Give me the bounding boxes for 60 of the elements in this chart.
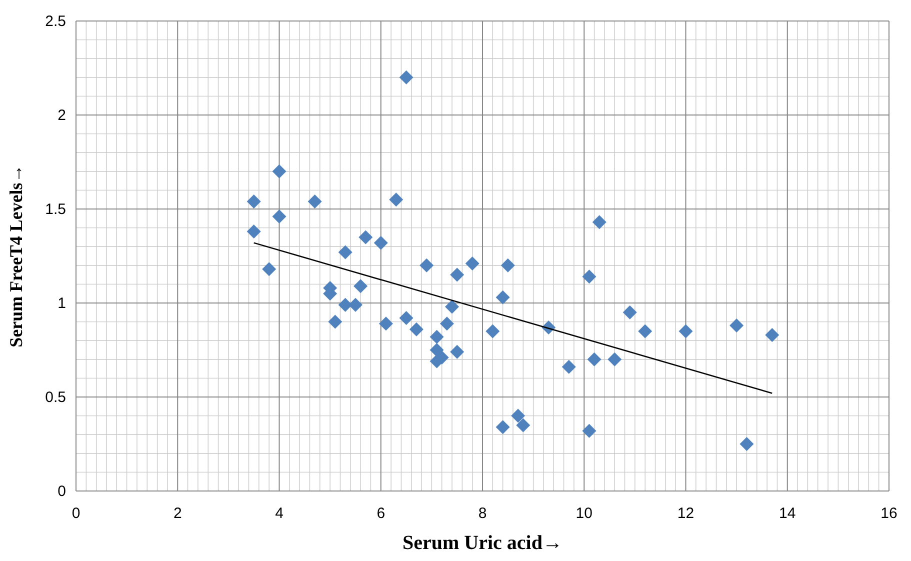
x-tick-label: 12 — [677, 505, 694, 522]
x-tick-label: 6 — [376, 505, 386, 522]
point — [582, 424, 596, 438]
point — [486, 324, 500, 338]
point — [328, 314, 342, 329]
point — [354, 279, 368, 294]
y-tick-label: 0.5 — [45, 389, 66, 406]
point — [511, 408, 526, 423]
x-tick-label: 4 — [275, 505, 284, 522]
x-tick-label: 16 — [880, 505, 898, 522]
x-tick-label: 8 — [478, 505, 487, 522]
point — [622, 305, 637, 320]
point — [730, 318, 744, 333]
point — [740, 437, 754, 451]
point — [246, 194, 261, 208]
y-tick-label: 0 — [58, 483, 66, 500]
point — [378, 316, 393, 331]
point — [348, 298, 362, 312]
point — [272, 164, 286, 178]
point — [389, 192, 404, 207]
y-tick-label: 2.5 — [45, 13, 66, 30]
point — [592, 215, 606, 230]
point — [399, 311, 414, 326]
point — [496, 290, 510, 304]
point — [420, 258, 434, 272]
y-tick-label: 1.5 — [45, 201, 66, 218]
x-tick-label: 14 — [779, 505, 796, 522]
point — [678, 324, 693, 338]
point — [358, 230, 373, 244]
point — [465, 256, 480, 271]
point — [496, 420, 510, 434]
x-tick-label: 10 — [576, 505, 592, 522]
point — [262, 262, 276, 276]
point — [582, 270, 596, 284]
y-tick-label: 2 — [58, 107, 66, 124]
y-tick-label: 1 — [58, 295, 66, 312]
point — [500, 258, 515, 272]
point — [409, 322, 424, 336]
point — [450, 344, 464, 359]
point — [587, 352, 602, 366]
point — [450, 268, 464, 282]
point — [430, 330, 444, 344]
y-axis-title: Serum FreeT4 Levels→ — [6, 164, 26, 348]
point — [308, 194, 322, 208]
point — [246, 224, 261, 239]
x-tick-label: 2 — [173, 505, 182, 522]
point — [765, 328, 780, 342]
point — [272, 210, 286, 224]
x-tick-label: 0 — [72, 505, 80, 522]
point — [374, 236, 388, 250]
x-axis-title: Serum Uric acid→ — [402, 532, 562, 554]
point — [516, 418, 530, 432]
point — [638, 324, 652, 338]
point — [338, 298, 352, 312]
point — [399, 70, 414, 84]
point — [445, 300, 460, 314]
point — [338, 245, 352, 260]
point — [608, 352, 622, 366]
point — [562, 360, 576, 374]
point — [440, 316, 454, 331]
